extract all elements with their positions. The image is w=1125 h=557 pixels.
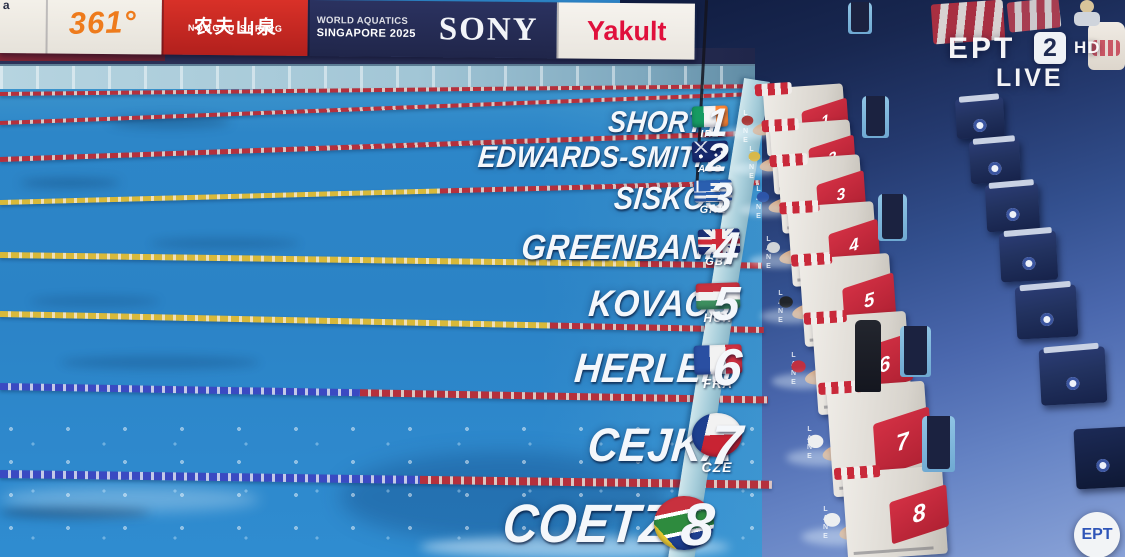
- block-lane-number: 5: [863, 289, 875, 314]
- world-aquatics-logo-icon: [973, 118, 987, 133]
- kit-basket-box: [968, 135, 1022, 185]
- flag-and-code: IRL: [691, 105, 729, 140]
- swim-cap: [807, 434, 824, 448]
- lane-bottom-shadow: [60, 356, 260, 369]
- lane-graphic-row: HERLEM FRA 6: [0, 329, 745, 407]
- channel-number: 2: [1043, 33, 1057, 62]
- lane-graphic-row: KOVACS HUN 5: [0, 269, 742, 339]
- world-aquatics-logo-icon: [1039, 312, 1054, 327]
- country-code: HUN: [703, 311, 733, 325]
- swim-cap: [741, 115, 754, 126]
- nongfu-spring-english: NONGFU SPRING: [187, 22, 284, 34]
- banner-panel-event-sony: WORLD AQUATICS SINGAPORE 2025 SONY: [307, 0, 557, 59]
- hd-badge: HD: [1074, 38, 1101, 57]
- lane-graphic-row: COETZE 8: [0, 476, 717, 557]
- deck-equipment: [1006, 0, 1062, 33]
- kit-basket-box: [1014, 280, 1079, 340]
- kit-basket-box: [984, 179, 1041, 233]
- official-figure: [848, 2, 872, 82]
- world-aquatics-logo-icon: [1095, 458, 1110, 473]
- live-badge: LIVE: [996, 64, 1064, 92]
- yakult-logo: Yakult: [586, 15, 667, 46]
- lane-bottom-shadow: [20, 178, 120, 188]
- flag-and-code: GBR: [697, 227, 741, 268]
- dark-clothed-person: [855, 320, 881, 392]
- banner-panel-nongfu: 农夫山泉 NONGFU SPRING: [161, 0, 308, 56]
- lane-bottom-shadow: [150, 238, 300, 249]
- event-logo: WORLD AQUATICS SINGAPORE 2025: [316, 15, 423, 41]
- lane-number: 5: [711, 277, 742, 331]
- far-pool-wall: [0, 64, 755, 89]
- channel-number-badge: 2: [1034, 32, 1066, 64]
- official-figure: [878, 194, 907, 312]
- spectator-figure: [1072, 0, 1102, 26]
- lane-wall-label: LANE: [777, 290, 784, 326]
- lane-graphic-row: GREENBANK GBR 4: [0, 215, 742, 281]
- lane-number: 7: [708, 412, 745, 476]
- ept-corner-logo-text: EPT: [1081, 526, 1113, 543]
- country-code: GBR: [705, 255, 733, 268]
- partial-sign-text: a: [2, 0, 10, 13]
- country-code: CZE: [701, 459, 733, 475]
- world-aquatics-logo-icon: [1021, 257, 1036, 271]
- kit-basket-box: [954, 93, 1006, 140]
- banner-panel-361: a 361°: [0, 0, 162, 55]
- swim-cap: [756, 191, 770, 203]
- world-aquatics-logo-icon: [1005, 208, 1020, 222]
- flag-and-code: HUN: [695, 282, 741, 325]
- official-figure: [900, 326, 931, 454]
- country-code: GRE: [699, 204, 727, 216]
- swim-cap: [824, 513, 841, 527]
- world-aquatics-logo-icon: [988, 162, 1002, 176]
- kit-basket-box: [1073, 426, 1125, 490]
- block-lane-number: 4: [848, 234, 860, 257]
- lane-bottom-shadow: [30, 296, 160, 307]
- sony-logo: SONY: [438, 10, 539, 48]
- lane-graphic-row: EDWARDS-SMITH AUS 2: [0, 128, 729, 188]
- lane-bottom-shadow: [0, 506, 150, 518]
- swim-cap: [767, 242, 780, 253]
- lane-graphic-row: SISKOS GRE 3: [0, 167, 734, 229]
- channel-logo: EPT: [948, 32, 1016, 65]
- water-droplets: [0, 420, 760, 557]
- lane-number: 8: [678, 490, 717, 557]
- banner-panel-yakult: Yakult: [556, 2, 695, 60]
- flag-and-code: CZE: [691, 412, 743, 475]
- swim-cap: [748, 151, 761, 162]
- swim-cap: [779, 296, 793, 308]
- ept-corner-logo: EPT: [1074, 512, 1120, 557]
- 361-degrees-logo: 361°: [68, 4, 138, 41]
- sponsor-banner: a 361° 农夫山泉 NONGFU SPRING WORLD AQUATICS…: [0, 0, 697, 60]
- lane-bottom-shadow: [340, 452, 670, 542]
- kit-basket-box: [998, 226, 1059, 283]
- country-code: AUS: [697, 164, 723, 175]
- kit-basket-box: [1038, 342, 1108, 406]
- water-foam: [0, 486, 260, 512]
- lane-graphic-row: SHORTT IRL 1: [0, 93, 730, 153]
- flag-and-code: GRE: [693, 179, 733, 216]
- official-figure: [922, 416, 955, 556]
- event-edition: SINGAPORE 2025: [316, 27, 416, 41]
- official-figure: [862, 96, 889, 202]
- world-aquatics-logo-icon: [1066, 376, 1080, 391]
- lane-graphic-row: CEJKA CZE 7: [0, 400, 745, 488]
- lane-number: 6: [711, 339, 745, 397]
- swim-cap: [791, 360, 806, 373]
- country-code: IRL: [700, 129, 720, 140]
- flag-and-code: FRA: [693, 344, 743, 391]
- far-deck-red-equipment: [0, 50, 165, 61]
- water-foam: [420, 536, 730, 557]
- yakult-bottle-mascot: [1088, 22, 1125, 70]
- flag-and-code: AUS: [691, 140, 729, 175]
- country-code: FRA: [703, 376, 733, 391]
- lane-number: 4: [712, 222, 742, 274]
